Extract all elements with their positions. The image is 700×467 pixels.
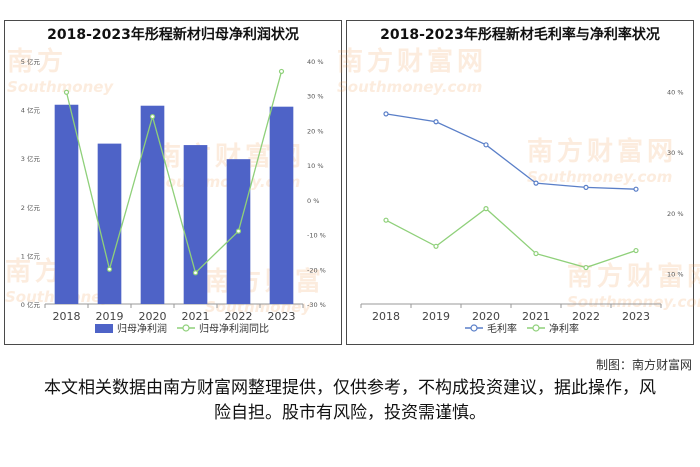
bar-net-profit (97, 143, 122, 304)
y-right-tick-label: -30 % (307, 301, 326, 309)
point-yoy (63, 89, 70, 95)
legend-label-line: 归母净利润同比 (199, 322, 269, 335)
x-tick-label: 2022 (225, 310, 253, 323)
chart-right-svg: 10 % 20 % 30 % 40 % 2018 2019 2020 2021 2022 2023… (360, 88, 684, 335)
point-yoy (192, 270, 199, 276)
chart-title: 2018-2023年彤程新材毛利率与净利率状况 (380, 27, 660, 43)
chart-panel-margins: 2018-2023年彤程新材毛利率与净利率状况 南方财富网 Southmoney.… (337, 20, 700, 345)
y-right-tick-label: 40 % (667, 88, 684, 96)
point-series-1 (583, 264, 589, 271)
y-right-tick-label: -10 % (307, 232, 326, 240)
line-series-1 (385, 207, 637, 269)
y-right-tick-label: 20 % (307, 127, 324, 135)
x-tick-label: 2020 (472, 310, 500, 323)
y-left-tick-label: 3 亿元 (21, 154, 41, 163)
point-yoy (149, 113, 156, 120)
point-series-1 (533, 250, 539, 257)
x-tick-label: 2018 (53, 310, 81, 323)
chart-panel-net-profit: 2018-2023年彤程新材归母净利润状况 南方 Southmoney 南方财富网… (4, 20, 342, 345)
y-right-tick-label: 0 % (307, 197, 319, 205)
point-series-0 (633, 186, 639, 192)
y-right-tick-label: 30 % (667, 149, 684, 157)
legend-label-0: 毛利率 (487, 322, 517, 335)
point-yoy (235, 228, 242, 234)
chart-title: 2018-2023年彤程新材归母净利润状况 (47, 27, 299, 43)
point-series-1 (483, 206, 489, 212)
x-tick-label: 2022 (572, 310, 600, 323)
y-right-tick-label: -20 % (307, 266, 326, 274)
y-right-tick-label: 10 % (307, 162, 324, 170)
line-series-0 (385, 113, 637, 190)
point-series-0 (483, 142, 489, 148)
point-series-1 (633, 247, 639, 254)
legend-label-bar: 归母净利润 (117, 322, 167, 335)
x-tick-label: 2019 (422, 310, 450, 323)
bar-net-profit (269, 106, 294, 305)
x-tick-label: 2020 (139, 310, 167, 323)
point-series-0 (583, 184, 589, 190)
y-right-tick-label: 20 % (667, 210, 684, 218)
point-series-0 (383, 111, 389, 117)
legend-swatch-marker (470, 324, 478, 332)
x-tick-label: 2021 (522, 310, 550, 323)
bar-net-profit (140, 105, 165, 304)
y-right-tick-label: 10 % (667, 271, 684, 279)
y-left-tick-label: 1 亿元 (21, 251, 41, 260)
y-left-tick-label: 5 亿元 (21, 57, 41, 66)
x-tick-label: 2023 (622, 310, 650, 323)
point-series-1 (433, 243, 439, 249)
bar-net-profit (54, 104, 79, 305)
y-left-tick-label: 4 亿元 (21, 106, 41, 115)
line-yoy (65, 71, 283, 274)
point-series-0 (533, 180, 539, 186)
y-left-tick-label: 0 亿元 (21, 300, 41, 309)
y-left-tick-label: 2 亿元 (21, 203, 41, 212)
x-tick-label: 2021 (182, 310, 210, 323)
y-right-tick-label: 30 % (307, 93, 324, 101)
disclaimer-text: 本文相关数据由南方财富网整理提供，仅供参考，不构成投资建议，据此操作，风险自担。… (44, 378, 656, 423)
chart-left-svg: 0 亿元 1 亿元 2 亿元 3 亿元 4 亿元 5 亿元 -30 % -20 % -10 % 0… (21, 57, 326, 335)
x-tick-label: 2019 (96, 310, 124, 323)
x-tick-label: 2023 (268, 310, 296, 323)
legend-swatch-marker (182, 324, 190, 332)
point-yoy (106, 266, 113, 272)
bar-net-profit (183, 145, 208, 304)
point-yoy (278, 68, 285, 75)
y-right-tick-label: 40 % (307, 58, 324, 66)
legend-swatch-marker (532, 324, 540, 332)
point-series-0 (433, 119, 439, 125)
legend-swatch-bar (95, 324, 113, 333)
chart-credit: 制图：南方财富网 (595, 358, 692, 372)
point-series-1 (383, 217, 389, 223)
x-tick-label: 2018 (372, 310, 400, 323)
legend-label-1: 净利率 (549, 322, 579, 335)
